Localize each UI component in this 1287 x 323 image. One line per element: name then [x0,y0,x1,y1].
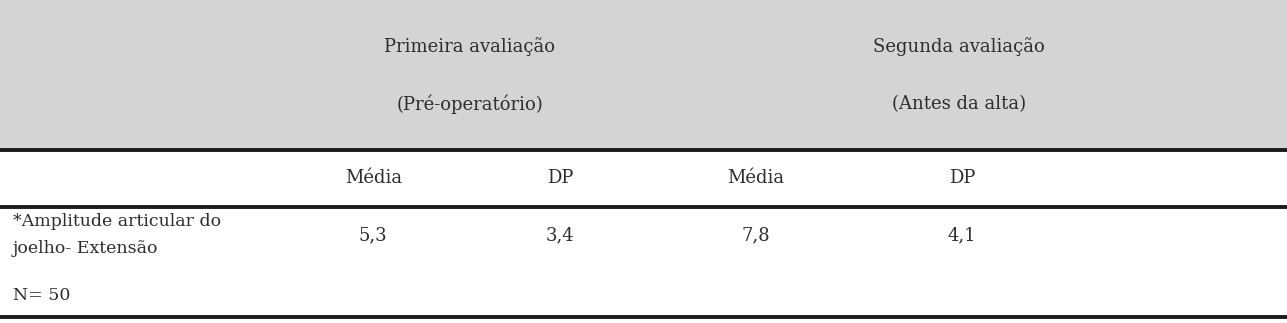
Text: 5,3: 5,3 [359,226,387,244]
Text: Média: Média [345,170,402,187]
Text: (Antes da alta): (Antes da alta) [892,95,1026,113]
Text: joelho- Extensão: joelho- Extensão [13,240,158,257]
Text: Média: Média [727,170,785,187]
Text: 3,4: 3,4 [546,226,574,244]
Bar [0,150,1287,323]
Text: (Pré-operatório): (Pré-operatório) [396,94,543,114]
Text: DP: DP [949,170,976,187]
Text: N= 50: N= 50 [13,287,71,304]
Text: 4,1: 4,1 [947,226,977,244]
Text: DP: DP [547,170,573,187]
Text: Primeira avaliação: Primeira avaliação [385,36,555,56]
Text: Segunda avaliação: Segunda avaliação [873,36,1045,56]
Text: 7,8: 7,8 [741,226,771,244]
Text: *Amplitude articular do: *Amplitude articular do [13,213,221,230]
